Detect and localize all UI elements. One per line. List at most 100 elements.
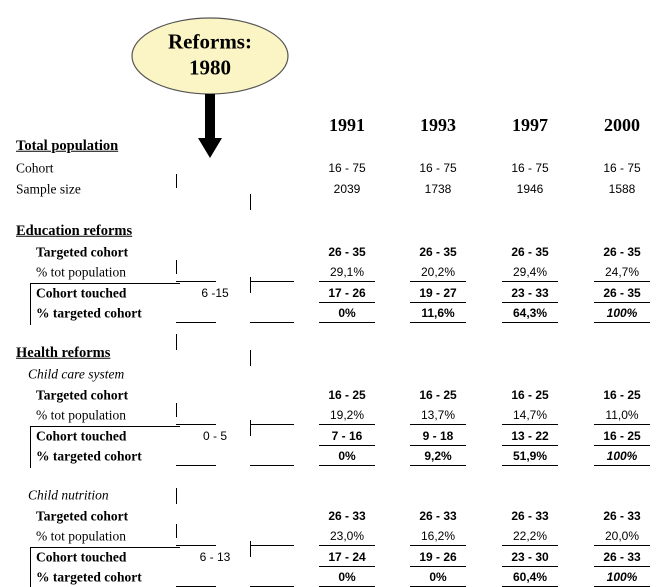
rule (30, 282, 31, 326)
year-header: 1991 (329, 115, 365, 135)
rule (250, 281, 294, 283)
row-label: % targeted cohort (36, 305, 142, 321)
section-title: Total population (16, 137, 119, 154)
cell-value: 16 - 25 (603, 388, 641, 402)
cell-value: 1588 (608, 182, 636, 196)
rule (502, 301, 558, 303)
cell-value: 16 - 25 (328, 388, 366, 402)
rule (319, 321, 375, 323)
cell-value: 11,0% (605, 408, 639, 423)
rule (176, 281, 216, 283)
rule (319, 444, 375, 446)
year-header: 2000 (604, 115, 640, 135)
cell-value: 19,2% (329, 408, 365, 423)
rule (502, 545, 558, 547)
cell-value: 16 - 75 (419, 161, 457, 175)
rule (30, 425, 31, 469)
cell-value: 2039 (333, 182, 361, 196)
row-label: % targeted cohort (36, 569, 142, 585)
row-label: Targeted cohort (36, 387, 129, 403)
rule (410, 444, 466, 446)
age-range: 6 - 13 (199, 549, 231, 564)
rule (176, 334, 177, 350)
cell-value: 26 - 33 (511, 509, 549, 523)
cell-value: 0% (338, 569, 356, 584)
cell-value: 1946 (516, 182, 544, 196)
cell-value: 16 - 75 (603, 161, 641, 175)
rule (176, 403, 177, 418)
rule (319, 424, 375, 426)
rule (410, 281, 466, 283)
row-label: Cohort touched (36, 284, 127, 300)
row-label: % tot population (36, 528, 126, 544)
rule (319, 464, 375, 466)
row-label: Cohort touched (36, 427, 127, 443)
cell-value: 24,7% (604, 265, 640, 280)
row-label: % tot population (36, 264, 126, 280)
cell-value: 9,2% (424, 448, 452, 463)
rule (176, 424, 216, 426)
cell-value: 26 - 33 (328, 509, 366, 523)
rule (502, 464, 558, 466)
cell-value: 11,6% (421, 305, 455, 320)
cell-value: 100% (606, 448, 638, 463)
cell-value: 20,2% (420, 265, 456, 280)
cell-value: 26 - 35 (603, 285, 641, 300)
rule (250, 464, 294, 466)
subtitle: Child care system (28, 366, 125, 382)
cell-value: 26 - 35 (603, 245, 641, 259)
rule (410, 585, 466, 587)
row-label: Targeted cohort (36, 244, 129, 260)
rule (410, 464, 466, 466)
rule (594, 585, 650, 587)
cell-value: 29,4% (512, 265, 548, 280)
rule (250, 424, 294, 426)
cell-value: 13 - 22 (511, 428, 549, 443)
row-label: % tot population (36, 407, 126, 423)
rule (176, 524, 177, 539)
age-range: 6 -15 (201, 285, 229, 300)
cell-value: 23,0% (329, 529, 365, 544)
rule (502, 424, 558, 426)
rule (594, 281, 650, 283)
rule (30, 546, 31, 587)
cell-value: 7 - 16 (331, 428, 363, 443)
cell-value: 26 - 33 (603, 549, 641, 564)
rule (502, 321, 558, 323)
subtitle: Child nutrition (28, 487, 109, 503)
cell-value: 51,9% (512, 448, 548, 463)
rule (250, 545, 294, 547)
rule (176, 260, 177, 275)
rule (250, 419, 251, 436)
year-header: 1997 (512, 115, 548, 135)
rule (30, 425, 180, 427)
cell-value: 23 - 33 (511, 285, 549, 300)
age-range: 0 - 5 (202, 428, 228, 443)
rule (176, 545, 216, 547)
rule (250, 350, 251, 366)
rule (410, 545, 466, 547)
rule (502, 565, 558, 567)
cell-value: 17 - 24 (328, 549, 366, 564)
cell-value: 19 - 26 (419, 549, 457, 564)
rule (176, 464, 216, 466)
rule (594, 424, 650, 426)
callout-text: Reforms: (168, 29, 252, 54)
cell-value: 64,3% (512, 305, 548, 320)
cell-value: 16 - 75 (511, 161, 549, 175)
cell-value: 13,7% (420, 408, 456, 423)
rule (502, 585, 558, 587)
rule (250, 321, 294, 323)
rule (176, 585, 216, 587)
cell-value: 19 - 27 (419, 285, 457, 300)
rule (594, 321, 650, 323)
row-label: Cohort touched (36, 548, 127, 564)
cell-value: 29,1% (329, 265, 365, 280)
row-label: Targeted cohort (36, 508, 129, 524)
rule (176, 321, 216, 323)
cell-value: 26 - 35 (419, 245, 457, 259)
rule (250, 585, 294, 587)
rule (410, 565, 466, 567)
cell-value: 16,2% (420, 529, 456, 544)
row-label: % targeted cohort (36, 448, 142, 464)
